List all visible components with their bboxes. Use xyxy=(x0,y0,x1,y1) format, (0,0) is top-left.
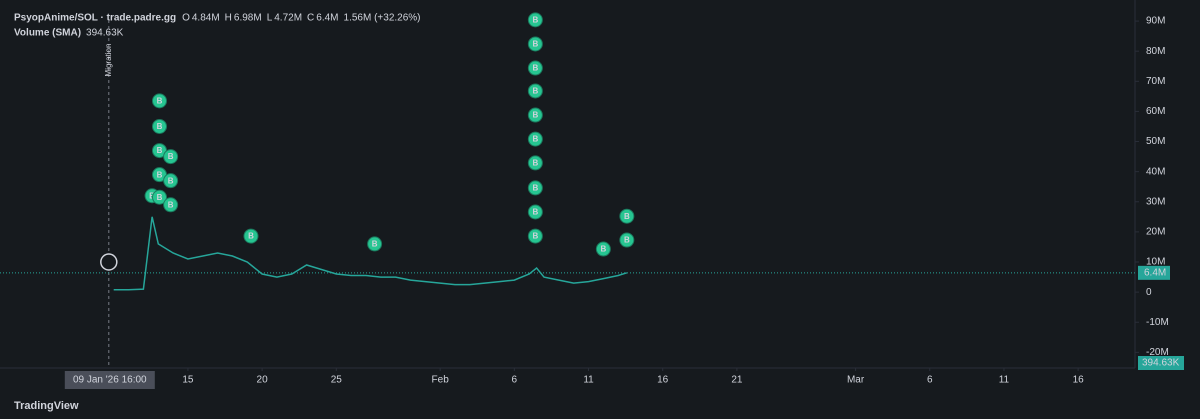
x-tick-label: 11 xyxy=(999,375,1010,386)
buy-marker-label: B xyxy=(532,184,538,193)
buy-marker-label: B xyxy=(600,245,606,254)
header-text: L xyxy=(267,13,273,24)
buy-marker-label: B xyxy=(532,159,538,168)
x-tick-label: 20 xyxy=(257,375,269,386)
x-tick-label: 6 xyxy=(927,375,933,386)
buy-marker-label: B xyxy=(624,212,630,221)
migration-label: Migration xyxy=(104,44,113,77)
buy-marker-label: B xyxy=(168,176,174,185)
buy-marker-label: B xyxy=(532,64,538,73)
buy-marker-label: B xyxy=(157,122,163,131)
x-tick-label: 6 xyxy=(512,375,518,386)
buy-marker-label: B xyxy=(532,135,538,144)
buy-marker-label: B xyxy=(532,40,538,49)
y-tick-label: 0 xyxy=(1146,287,1152,298)
buy-marker xyxy=(527,60,543,76)
buy-marker-label: B xyxy=(157,96,163,105)
buy-marker xyxy=(527,36,543,52)
y-tick-label: 30M xyxy=(1146,196,1165,207)
x-tick-label: 15 xyxy=(182,375,194,386)
header-text: 6.4M xyxy=(316,13,338,24)
x-tick-label: 11 xyxy=(583,375,594,386)
buy-marker xyxy=(527,107,543,123)
buy-marker-label: B xyxy=(157,146,163,155)
buy-marker-label: B xyxy=(532,111,538,120)
buy-marker xyxy=(151,189,167,205)
time-label: 09 Jan '26 16:00 xyxy=(73,375,147,386)
buy-marker-label: B xyxy=(157,170,163,179)
volume-bg xyxy=(1138,356,1184,370)
buy-marker-label: B xyxy=(248,232,254,241)
x-tick-label: Mar xyxy=(847,375,865,386)
y-tick-label: 70M xyxy=(1146,76,1165,87)
buy-marker xyxy=(243,228,259,244)
x-tick-label: Feb xyxy=(432,375,450,386)
header-text: O xyxy=(182,13,190,24)
y-tick-label: 50M xyxy=(1146,136,1165,147)
x-tick-label: 21 xyxy=(731,375,743,386)
buy-marker xyxy=(367,236,383,252)
buy-marker-label: B xyxy=(532,208,538,217)
x-tick-label: 16 xyxy=(657,375,669,386)
buy-marker xyxy=(163,197,179,213)
buy-marker xyxy=(151,118,167,134)
buy-marker xyxy=(527,131,543,147)
x-tick-label: 25 xyxy=(331,375,343,386)
last-price-label: 6.4M xyxy=(1144,267,1166,278)
buy-marker-label: B xyxy=(372,240,378,249)
footer-brand: TradingView xyxy=(14,400,79,412)
y-tick-label: 80M xyxy=(1146,46,1165,57)
migration-icon xyxy=(100,253,118,271)
y-tick-label: -10M xyxy=(1146,317,1169,328)
buy-marker-label: B xyxy=(532,15,538,24)
x-tick-label: 16 xyxy=(1073,375,1085,386)
header-text: 6.98M xyxy=(234,13,262,24)
buy-marker xyxy=(527,204,543,220)
buy-marker-label: B xyxy=(624,236,630,245)
time-label-bg xyxy=(64,371,155,389)
buy-marker-label: B xyxy=(532,232,538,241)
buy-marker-label: B xyxy=(532,87,538,96)
buy-marker-label: B xyxy=(157,193,163,202)
buy-marker-label: B xyxy=(168,152,174,161)
header-text: 394.63K xyxy=(86,28,124,39)
header-text: 4.84M xyxy=(192,13,220,24)
buy-marker xyxy=(527,228,543,244)
buy-marker xyxy=(151,93,167,109)
buy-marker xyxy=(527,180,543,196)
header-text: Volume (SMA) xyxy=(14,28,81,39)
buy-marker xyxy=(619,232,635,248)
last-price-bg xyxy=(1138,265,1170,280)
buy-marker xyxy=(619,208,635,224)
y-tick-label: 60M xyxy=(1146,106,1165,117)
buy-marker-label: B xyxy=(168,200,174,209)
price-line xyxy=(113,216,628,291)
buy-marker xyxy=(527,12,543,28)
y-tick-label: 90M xyxy=(1146,16,1165,27)
y-tick-label: -20M xyxy=(1146,347,1169,358)
buy-marker xyxy=(163,149,179,165)
y-tick-label: 40M xyxy=(1146,166,1165,177)
buy-marker xyxy=(527,155,543,171)
y-tick-label: 20M xyxy=(1146,227,1165,238)
buy-marker xyxy=(595,241,611,257)
buy-marker xyxy=(163,173,179,189)
volume-axis-label: 394.63K xyxy=(1142,358,1180,369)
header-text: 4.72M xyxy=(274,13,302,24)
buy-marker xyxy=(527,83,543,99)
header-text: 1.56M (+32.26%) xyxy=(344,13,421,24)
header-text: C xyxy=(307,13,314,24)
header-text: H xyxy=(225,13,232,24)
y-tick-label: 10M xyxy=(1146,257,1165,268)
header-text: PsyopAnime/SOL · trade.padre.gg xyxy=(14,13,176,24)
